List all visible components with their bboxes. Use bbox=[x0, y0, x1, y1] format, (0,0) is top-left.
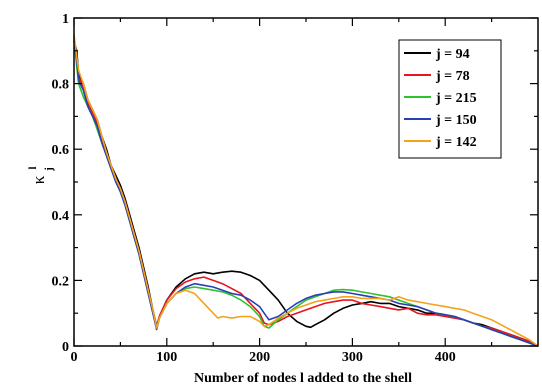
x-tick-label-0: 0 bbox=[71, 350, 78, 365]
series-line-3 bbox=[73, 40, 539, 347]
y-tick-label-5: 1 bbox=[62, 12, 69, 27]
axis-ticks bbox=[73, 17, 538, 347]
x-tick-label-3: 300 bbox=[342, 350, 363, 365]
y-axis-label: κ bbox=[29, 175, 48, 184]
y-axis-label-main: κ bbox=[29, 175, 48, 184]
x-tick-label-4: 400 bbox=[435, 350, 456, 365]
legend-label-2: j = 215 bbox=[435, 91, 477, 106]
legend-box bbox=[398, 39, 502, 159]
y-tick-label-4: 0.8 bbox=[52, 78, 70, 93]
legend: j = 94 j = 78 j = 215 j = 150 j = 142 bbox=[398, 39, 502, 159]
svg-text:κ: κ bbox=[29, 175, 48, 184]
series-line-4 bbox=[73, 34, 539, 347]
x-tick-label-1: 100 bbox=[156, 350, 177, 365]
legend-label-1: j = 78 bbox=[435, 69, 470, 84]
x-tick-label-2: 200 bbox=[249, 350, 270, 365]
y-tick-label-1: 0.2 bbox=[52, 274, 70, 289]
y-tick-label-3: 0.6 bbox=[52, 143, 70, 158]
legend-label-0: j = 94 bbox=[435, 47, 470, 62]
y-tick-label-0: 0 bbox=[62, 340, 69, 355]
plot-lines bbox=[73, 34, 539, 347]
y-tick-label-2: 0.4 bbox=[52, 209, 70, 224]
y-axis-label-subscript: j bbox=[43, 167, 55, 172]
legend-label-3: j = 150 bbox=[435, 113, 477, 128]
legend-label-4: j = 142 bbox=[435, 135, 477, 150]
tick-labels: 0 100 200 300 400 0 0.2 0.4 0.6 0.8 1 bbox=[52, 12, 456, 365]
y-axis-label-superscript: l bbox=[27, 166, 39, 169]
x-axis-label: Number of nodes l added to the shell bbox=[194, 371, 412, 385]
